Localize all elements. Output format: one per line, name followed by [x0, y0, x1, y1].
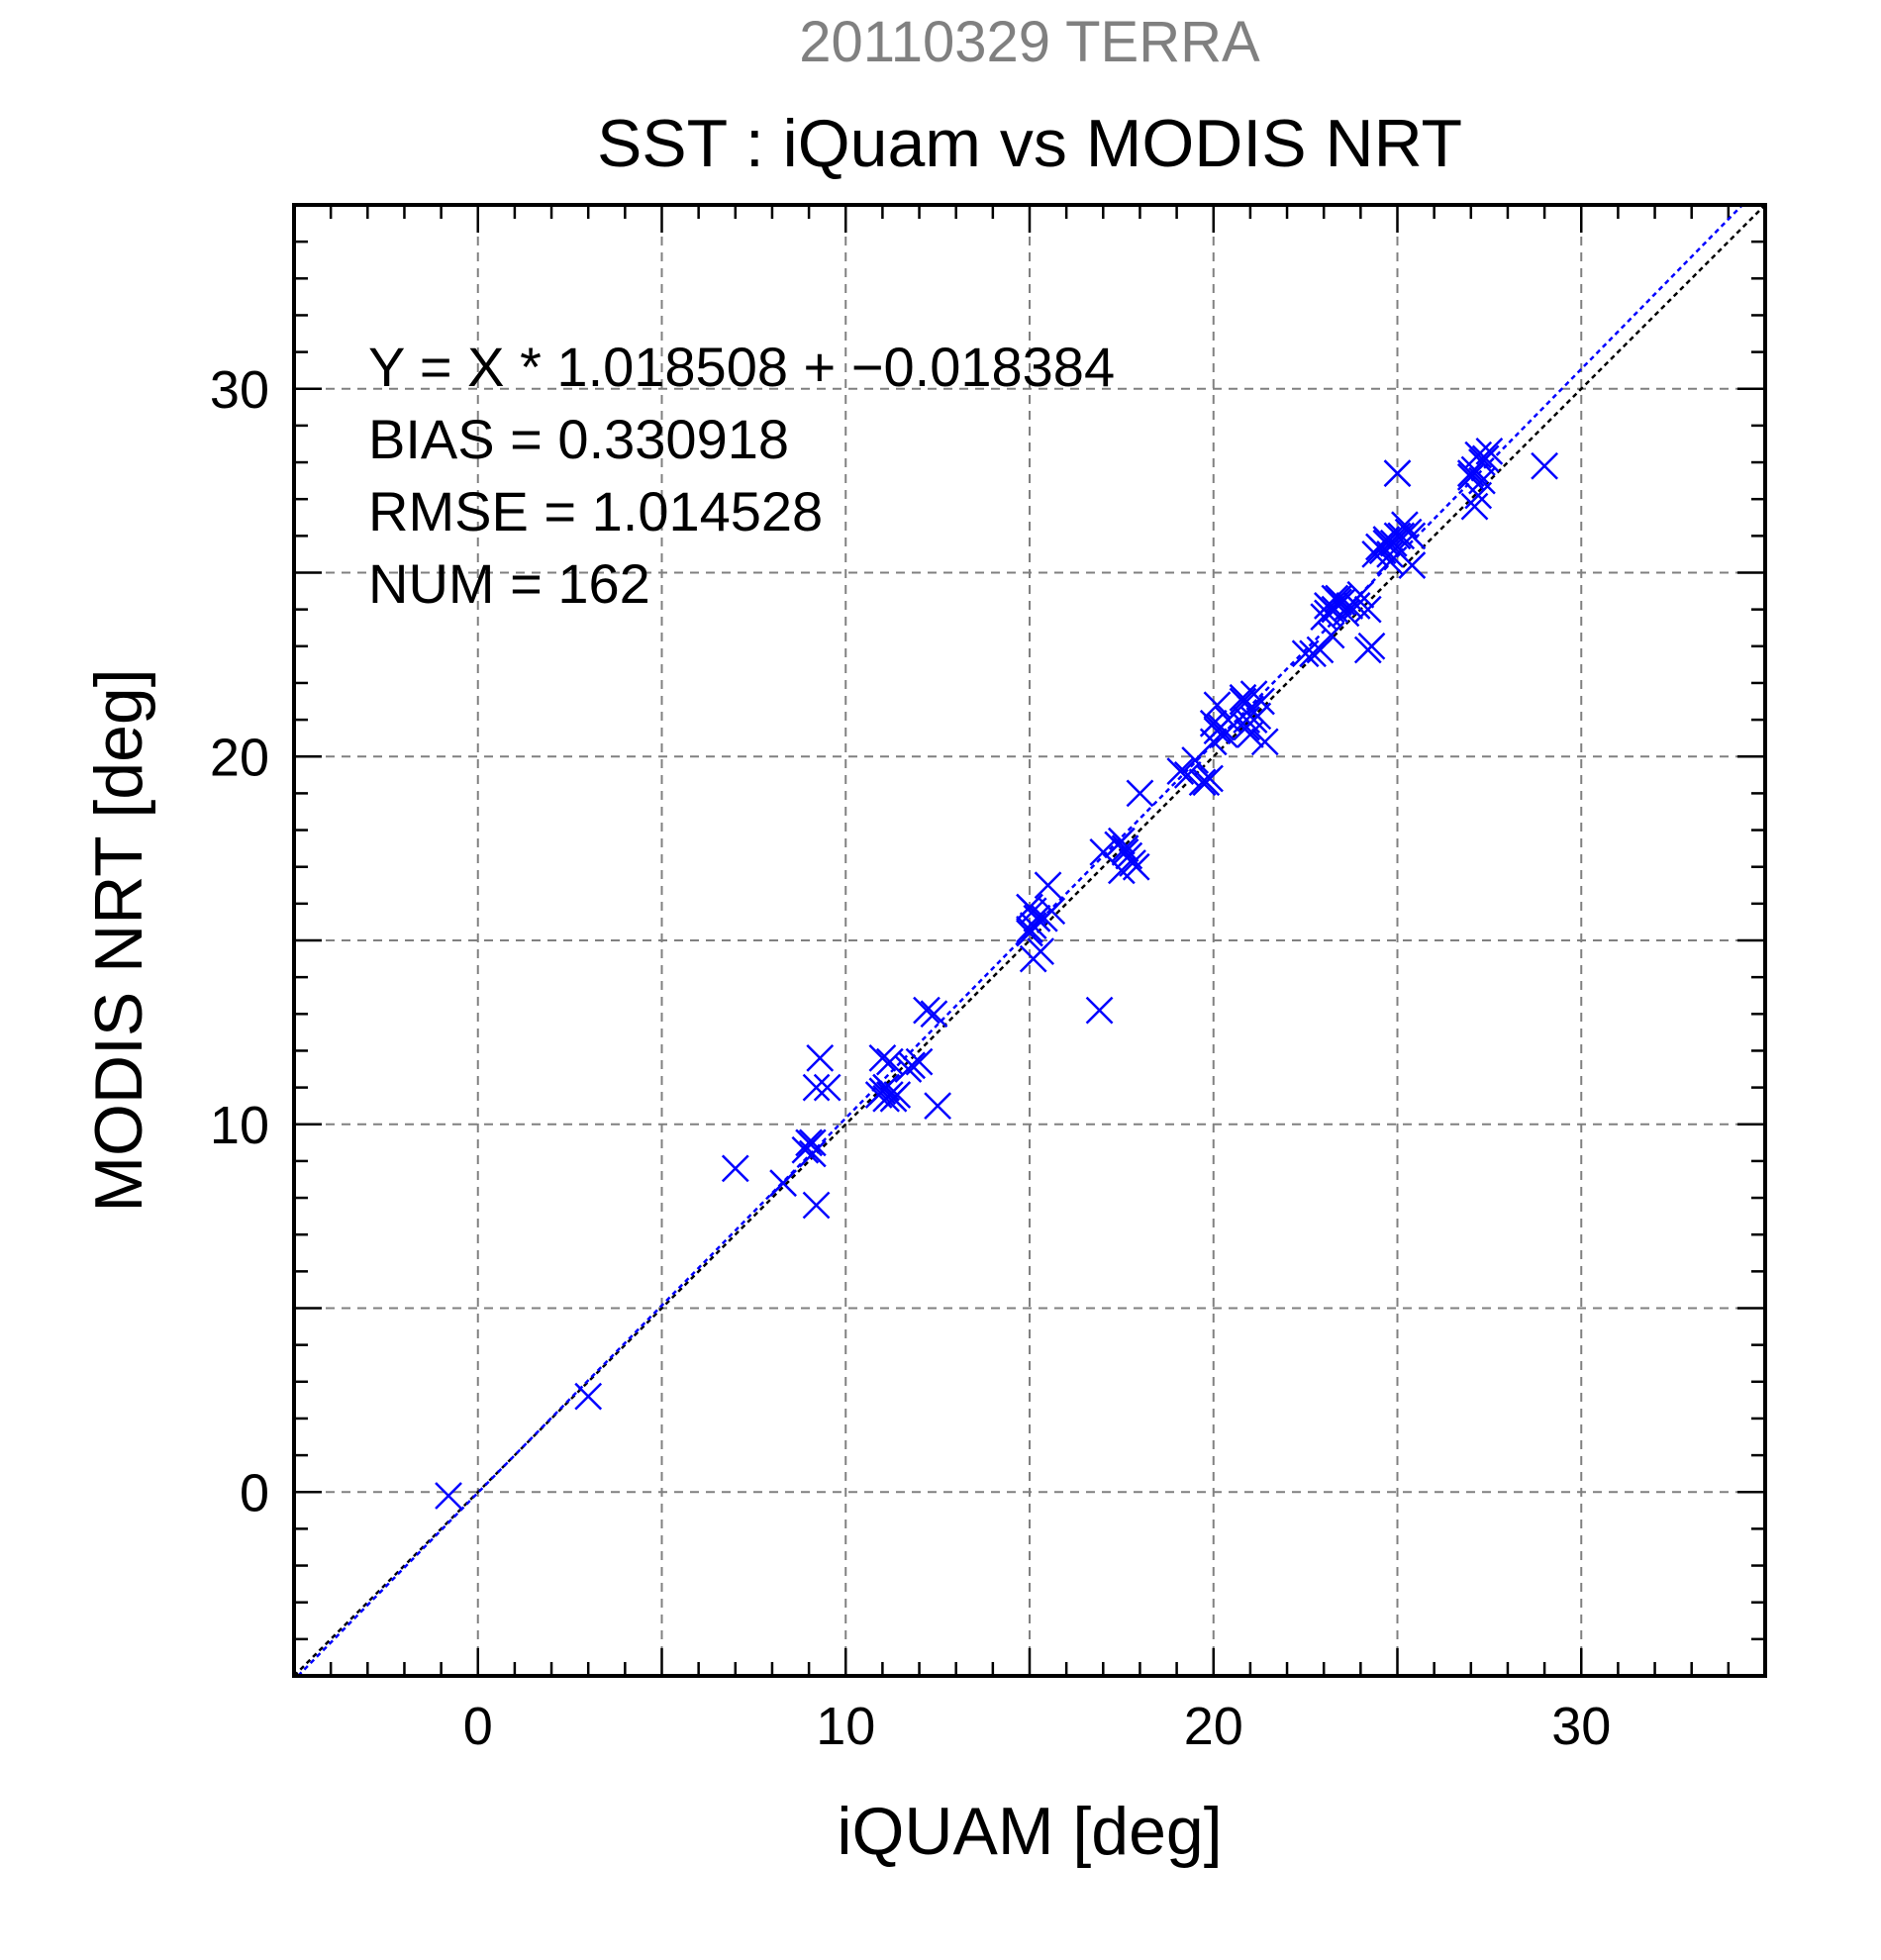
data-point: [1188, 768, 1217, 797]
stats-line: Y = X * 1.018508 + −0.018384: [368, 336, 1115, 398]
data-point: [1107, 827, 1136, 855]
y-axis-tick-labels: 0 10 20 30: [210, 360, 269, 1523]
data-point: [1306, 636, 1335, 664]
data-point: [1398, 551, 1427, 579]
data-point: [920, 1000, 948, 1029]
data-point: [1196, 764, 1224, 793]
data-point: [1203, 691, 1232, 720]
data-point: [1460, 492, 1489, 521]
data-point: [1321, 595, 1349, 624]
data-point: [1376, 547, 1404, 576]
data-point: [1346, 580, 1375, 609]
stats-line: BIAS = 0.330918: [368, 408, 789, 470]
data-points: [435, 438, 1558, 1510]
data-point: [1089, 837, 1118, 866]
data-point: [806, 1043, 835, 1072]
data-point: [1016, 919, 1043, 947]
data-point: [1019, 912, 1047, 940]
data-point: [798, 1128, 827, 1157]
data-point: [913, 996, 940, 1025]
data-point: [1173, 760, 1202, 789]
plot-frame: [292, 203, 1767, 1678]
data-point: [1126, 779, 1154, 808]
x-tick-label: 20: [1184, 1697, 1243, 1756]
x-tick-label: 0: [463, 1697, 493, 1756]
data-point: [574, 1382, 603, 1411]
data-point: [868, 1043, 897, 1072]
data-point: [1456, 463, 1485, 491]
data-point: [1166, 757, 1195, 785]
data-point: [1475, 438, 1504, 465]
data-point: [875, 1047, 904, 1076]
y-tick-label: 30: [210, 360, 269, 420]
y-tick-label: 20: [210, 728, 269, 787]
data-point: [1531, 451, 1558, 480]
data-point: [721, 1154, 749, 1183]
y-tick-label: 0: [240, 1463, 269, 1522]
chart-subtitle: 20110329 TERRA: [799, 10, 1260, 74]
stats-line: NUM = 162: [368, 552, 650, 615]
data-point: [798, 1139, 827, 1168]
y-axis-label: MODIS NRT [deg]: [81, 668, 156, 1212]
data-point: [1353, 636, 1382, 664]
data-point: [1203, 717, 1232, 745]
data-point: [802, 1073, 831, 1102]
data-point: [1034, 871, 1062, 900]
data-point: [802, 1191, 831, 1220]
data-point: [1250, 728, 1279, 756]
data-point: [872, 1073, 900, 1102]
data-point: [905, 1047, 934, 1076]
data-point: [769, 1169, 797, 1198]
x-tick-label: 30: [1551, 1697, 1611, 1756]
data-point: [1456, 459, 1485, 488]
data-point: [1027, 937, 1055, 966]
data-point: [1372, 526, 1401, 553]
y-tick-label: 10: [210, 1096, 269, 1155]
data-point: [1317, 621, 1345, 649]
data-point: [1342, 592, 1371, 620]
data-point: [1239, 706, 1268, 734]
data-point: [1383, 459, 1412, 488]
data-point: [1229, 687, 1257, 716]
data-point: [898, 1051, 927, 1080]
data-point: [1199, 709, 1228, 737]
data-point: [1464, 441, 1493, 469]
data-point: [1398, 522, 1427, 550]
data-point: [872, 1084, 900, 1113]
stats-line: RMSE = 1.014528: [368, 480, 823, 542]
x-tick-label: 10: [816, 1697, 875, 1756]
x-axis-label: iQUAM [deg]: [837, 1794, 1222, 1869]
data-point: [435, 1482, 462, 1510]
data-point: [924, 1092, 952, 1121]
data-point: [795, 1128, 823, 1157]
data-point: [813, 1073, 842, 1102]
x-axis-tick-labels: 0 10 20 30: [463, 1697, 1612, 1756]
data-point: [1038, 897, 1066, 926]
data-point: [1085, 996, 1114, 1025]
statistics-annotation: Y = X * 1.018508 + −0.018384 BIAS = 0.330…: [368, 336, 1115, 615]
chart-title: SST : iQuam vs MODIS NRT: [597, 106, 1462, 181]
data-point: [1023, 904, 1051, 932]
data-point: [1353, 595, 1382, 624]
data-point: [1111, 834, 1139, 863]
grid-lines: [294, 205, 1765, 1676]
data-point: [1325, 584, 1352, 613]
